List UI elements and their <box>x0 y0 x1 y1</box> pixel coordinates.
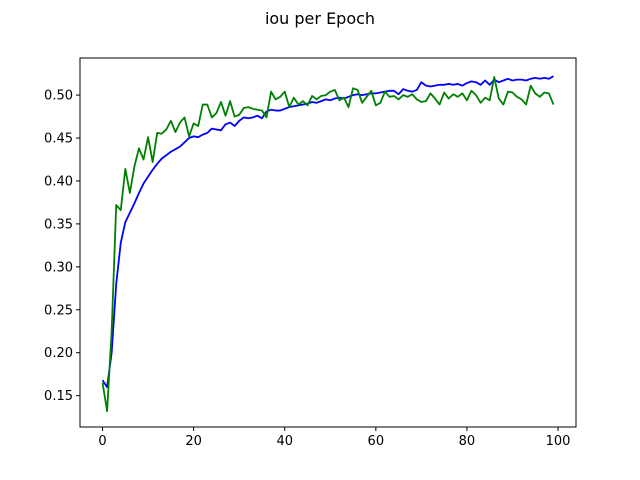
y-tick-label: 0.20 <box>44 346 73 361</box>
y-tick-label: 0.30 <box>44 260 73 275</box>
x-tick-label: 80 <box>459 434 476 449</box>
x-tick-label: 60 <box>368 434 385 449</box>
series-line-1 <box>101 75 554 388</box>
chart-title: iou per Epoch <box>265 9 375 28</box>
x-tick-label: 20 <box>185 434 202 449</box>
x-tick-label: 40 <box>276 434 293 449</box>
y-tick-label: 0.50 <box>44 89 73 104</box>
axes-layer: 0 20 40 60 80 100 0.15 0.20 0.25 0.30 0.35 0.40 0.45… <box>44 57 577 449</box>
y-tick-label: 0.45 <box>44 132 73 147</box>
x-tick-label: 100 <box>546 434 571 449</box>
y-tick-label: 0.35 <box>44 217 73 232</box>
series-layer <box>101 75 555 413</box>
plot-frame <box>79 57 577 428</box>
y-tick-label: 0.25 <box>44 303 73 318</box>
x-tick-label: 0 <box>98 434 106 449</box>
series-line-2 <box>101 76 555 413</box>
y-tick-label: 0.15 <box>44 389 73 404</box>
y-tick-label: 0.40 <box>44 174 73 189</box>
